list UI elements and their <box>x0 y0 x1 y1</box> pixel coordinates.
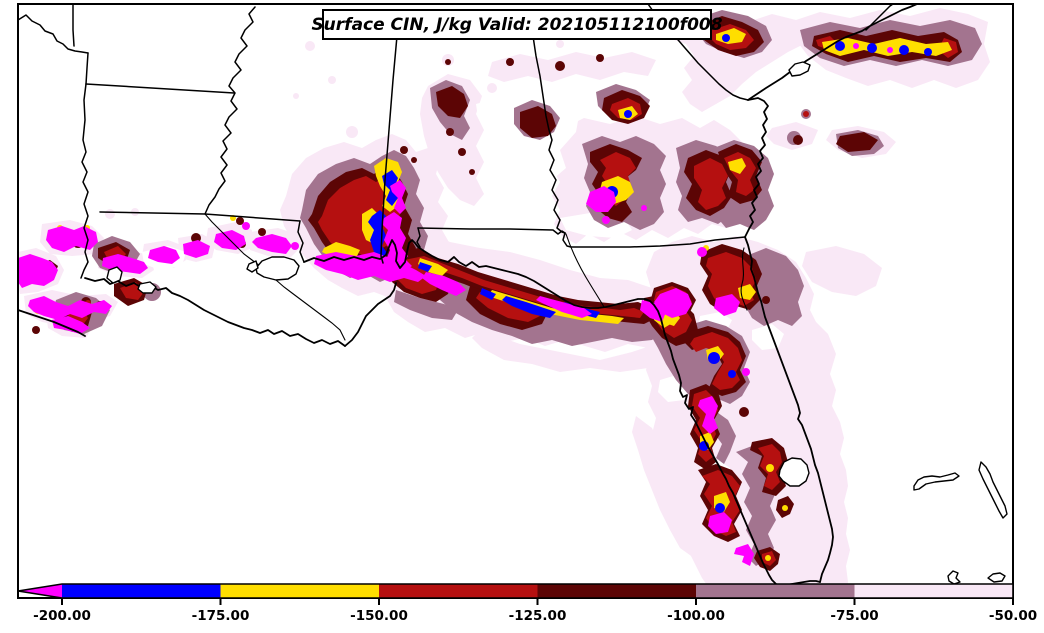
tick-label: -75.00 <box>830 608 878 624</box>
plot-title-box: Surface CIN, J/kg Valid: 202105112100f00… <box>311 9 723 40</box>
tick-label: -200.00 <box>33 608 91 624</box>
colorbar-segment-3 <box>379 584 538 598</box>
colorbar-tick-labels: -200.00 -175.00 -150.00 -125.00 -100.00 … <box>33 608 1037 624</box>
lakes <box>106 61 811 487</box>
tick-label: -150.00 <box>350 608 408 624</box>
islands <box>913 461 1008 585</box>
lake-marion <box>788 61 811 77</box>
white-lake <box>137 281 157 294</box>
plot-title: Surface CIN, J/kg Valid: 202105112100f00… <box>311 14 723 35</box>
colorbar-segment-4 <box>537 584 696 598</box>
colorbar-segment-6 <box>854 584 1013 598</box>
coastline <box>17 3 918 587</box>
island-small-oval <box>987 572 1006 583</box>
colorbar-outline <box>17 583 1014 599</box>
lake-pontchartrain <box>255 256 300 281</box>
lake-maurepas <box>246 260 259 273</box>
island-small-squiggle <box>947 570 961 585</box>
tick-label: -50.00 <box>989 608 1037 624</box>
colorbar-segment-1 <box>62 584 221 598</box>
tick-label: -125.00 <box>509 608 567 624</box>
lake-okeechobee <box>778 457 810 487</box>
colorbar-segment-5 <box>696 584 855 598</box>
colorbar-ticks <box>61 598 1014 605</box>
tick-label: -100.00 <box>667 608 725 624</box>
lake-calcasieu <box>106 266 123 284</box>
colorbar-segment-2 <box>220 584 379 598</box>
colorbar-arrow-below-min <box>18 584 62 598</box>
island-grand-bahama <box>913 472 960 491</box>
tick-label: -175.00 <box>192 608 250 624</box>
island-abaco <box>978 461 1008 519</box>
colorbar: -200.00 -175.00 -150.00 -125.00 -100.00 … <box>17 583 1037 624</box>
